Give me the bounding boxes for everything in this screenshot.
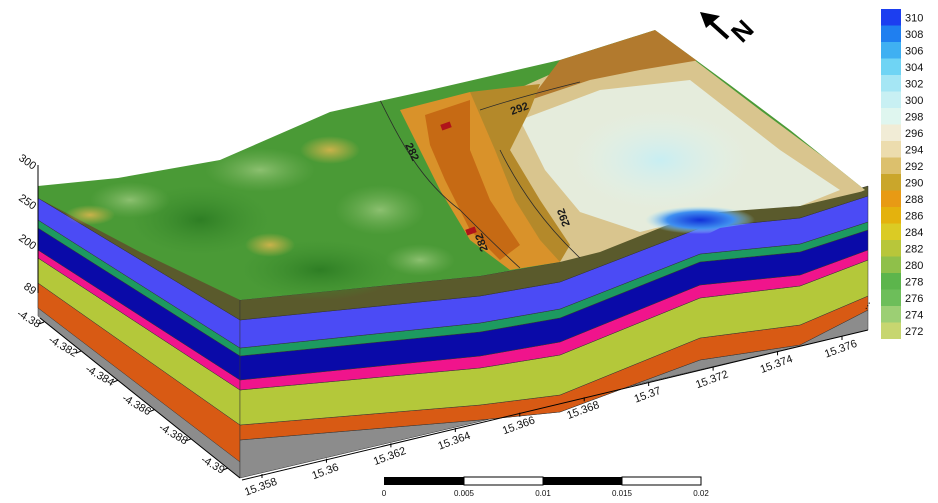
y-axis-tick <box>149 409 155 413</box>
terrain-spot <box>300 136 360 164</box>
sample-marker <box>440 121 452 131</box>
legend-swatch <box>881 289 901 306</box>
scale-bar-segment <box>463 476 544 486</box>
scale-bar: 0 0.005 0.01 0.015 0.02 <box>382 476 709 498</box>
legend-swatch <box>881 256 901 273</box>
scale-bar-label: 0 <box>382 489 387 498</box>
terrain-spot <box>385 244 455 276</box>
x-tick-label: 15.366 <box>501 414 537 437</box>
legend-label: 288 <box>905 194 923 206</box>
north-arrow-head <box>700 12 720 28</box>
north-arrow-label: N <box>725 14 759 48</box>
legend-swatch <box>881 306 901 323</box>
legend-label: 300 <box>905 95 923 107</box>
x-axis-line <box>241 329 869 481</box>
legend-label: 294 <box>905 144 923 156</box>
contour-label: 282 <box>473 232 491 253</box>
legend-label: 308 <box>905 29 923 41</box>
terrain-spot <box>245 233 295 257</box>
legend-label: 304 <box>905 62 923 74</box>
z-tick-label: 250 <box>16 192 38 212</box>
legend-swatch <box>881 58 901 75</box>
z-tick-label: 89 <box>21 281 38 298</box>
terrain-spot <box>335 185 425 235</box>
terrain-pale-patch <box>570 110 750 210</box>
y-axis-tick <box>222 467 229 471</box>
legend-swatch <box>881 322 901 339</box>
legend-swatch <box>881 124 901 141</box>
contour-label: 292 <box>555 207 573 228</box>
terrain-spot <box>205 148 315 192</box>
terrain-surface <box>38 30 865 300</box>
legend-label: 292 <box>905 161 923 173</box>
z-tick-label: 200 <box>16 232 38 252</box>
x-tick-label: 15.36 <box>310 462 340 483</box>
legend-swatch <box>881 157 901 174</box>
contour-line-292 <box>479 81 581 259</box>
terrain-escarpment-core <box>425 100 520 260</box>
legend-label: 278 <box>905 276 923 288</box>
scale-bar-label: 0.015 <box>612 489 633 498</box>
terrain-escarpment-edge <box>470 84 570 262</box>
x-tick-label: 15.374 <box>759 353 795 376</box>
legend-swatch <box>881 223 901 240</box>
legend-swatch <box>881 9 901 26</box>
y-axis-line <box>39 317 241 479</box>
legend-label: 306 <box>905 45 923 57</box>
legend-swatch <box>881 174 901 191</box>
legend-swatch <box>881 141 901 158</box>
legend-swatch <box>881 25 901 42</box>
z-axis: 300 250 200 89 <box>16 152 39 298</box>
scale-bar-label: 0.01 <box>535 489 551 498</box>
scale-bar-label: 0.02 <box>693 489 709 498</box>
legend-label: 286 <box>905 210 923 222</box>
legend-label: 298 <box>905 111 923 123</box>
x-tick-label: 15.37 <box>633 385 663 406</box>
legend-swatch <box>881 273 901 290</box>
legend-swatch <box>881 75 901 92</box>
legend-swatch <box>881 91 901 108</box>
legend-swatch <box>881 108 901 125</box>
scale-bar-label: 0.005 <box>454 489 475 498</box>
x-tick-label: 15.372 <box>694 368 730 391</box>
legend-label: 296 <box>905 128 923 140</box>
x-tick-label: 15.362 <box>372 445 408 468</box>
terrain-ridge-north <box>530 30 700 100</box>
scale-bar-segment <box>621 476 702 486</box>
legend-label: 276 <box>905 293 923 305</box>
x-tick-label: 15.358 <box>243 476 279 499</box>
color-legend: 310 308 306 304 302 300 298 296 294 292 290 288 286 2… <box>881 9 923 339</box>
z-tick-label: 300 <box>16 152 38 172</box>
front-left-face <box>37 185 241 479</box>
legend-label: 274 <box>905 309 923 321</box>
legend-label: 272 <box>905 326 923 338</box>
terrain-spot <box>65 205 115 225</box>
y-axis-tick <box>75 350 81 354</box>
legend-swatch <box>881 190 901 207</box>
x-tick-label: 15.364 <box>436 430 472 453</box>
y-axis-tick <box>186 438 192 442</box>
y-axis-tick <box>112 379 118 383</box>
legend-label: 290 <box>905 177 923 189</box>
y-axis-tick <box>38 321 45 325</box>
legend-swatch <box>881 207 901 224</box>
legend-label: 302 <box>905 78 923 90</box>
x-tick-label: 15.376 <box>823 338 859 361</box>
contour-line-282 <box>379 99 521 269</box>
legend-swatch <box>881 240 901 257</box>
scale-bar-segment <box>384 477 464 485</box>
legend-label: 280 <box>905 260 923 272</box>
legend-label: 310 <box>905 12 923 24</box>
north-arrow: N <box>700 12 760 48</box>
legend-swatch <box>881 42 901 59</box>
legend-label: 284 <box>905 227 923 239</box>
contour-label: 292 <box>509 100 530 118</box>
legend-label: 282 <box>905 243 923 255</box>
sample-marker <box>465 226 477 236</box>
scale-bar-segment <box>543 477 622 485</box>
